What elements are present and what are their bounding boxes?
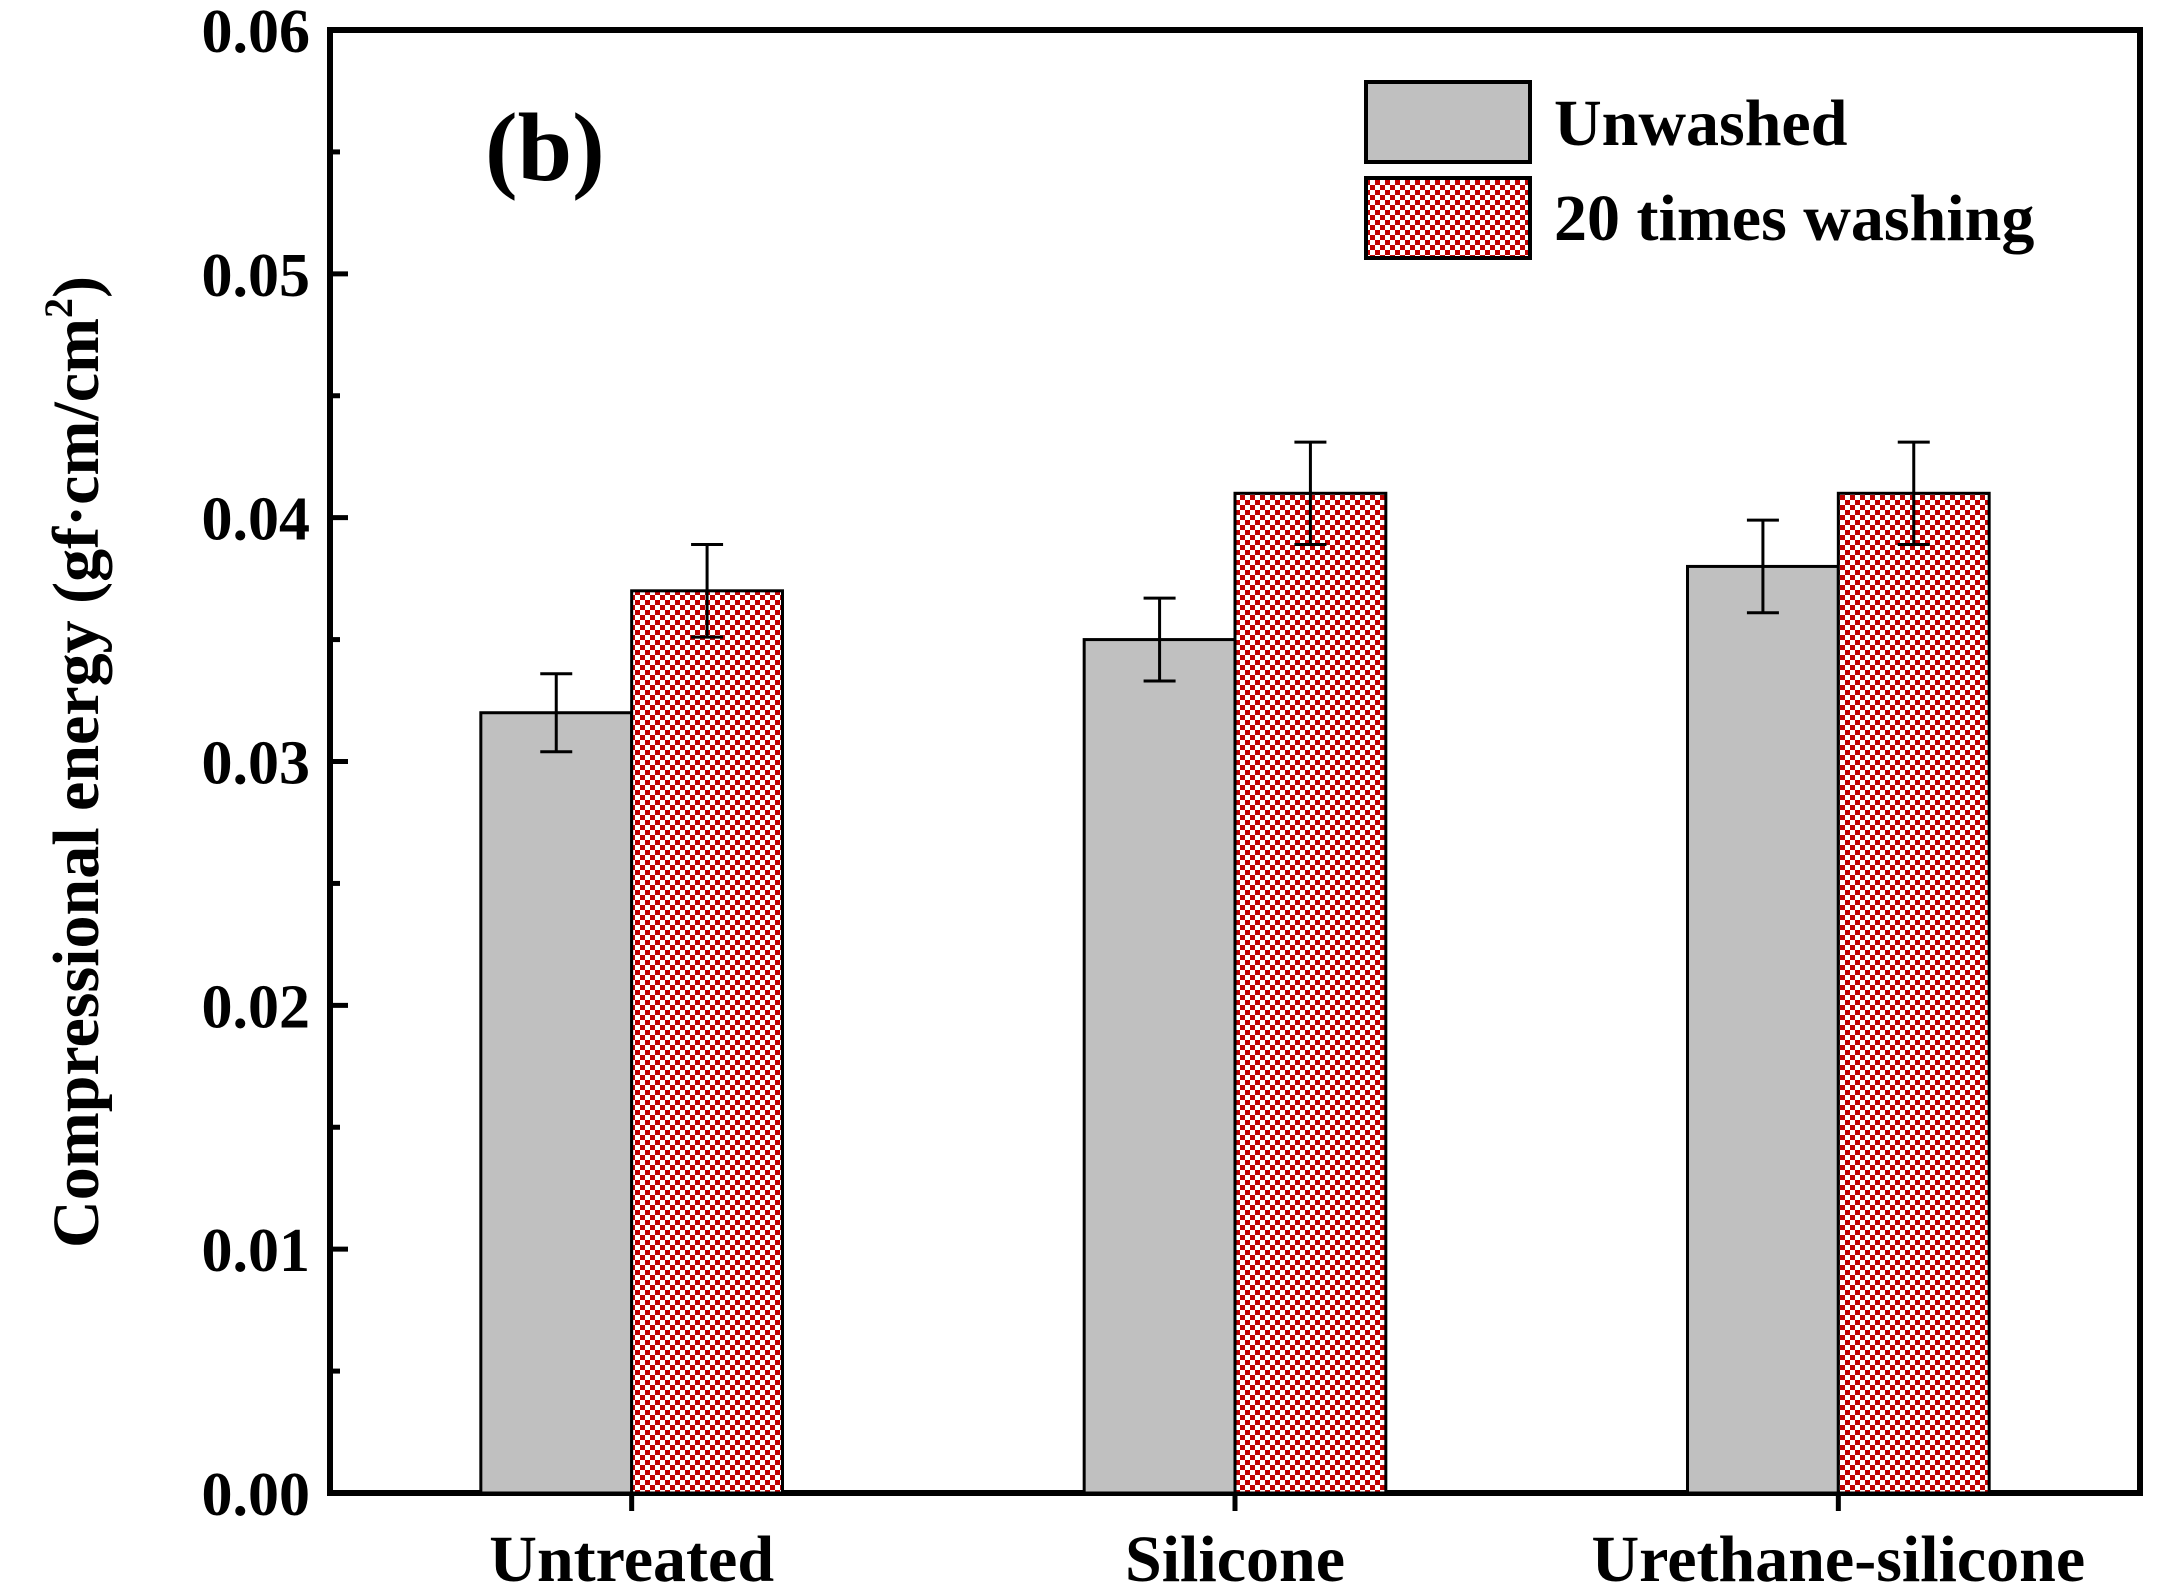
bars bbox=[479, 491, 1991, 1495]
x-tick-label: Silicone bbox=[1125, 1523, 1345, 1595]
panel-label: (b) bbox=[485, 94, 605, 202]
legend-swatch-20-times-washing bbox=[1364, 176, 1532, 260]
bar-unwashed bbox=[1686, 564, 1840, 1495]
bar-20-times-washing bbox=[630, 589, 785, 1495]
y-tick-label: 0.01 bbox=[202, 1217, 311, 1285]
y-tick-label: 0.06 bbox=[202, 0, 311, 66]
y-tick-label: 0.00 bbox=[202, 1461, 311, 1529]
bar-unwashed bbox=[1082, 638, 1237, 1495]
y-tick-label: 0.03 bbox=[202, 730, 311, 798]
bar-unwashed bbox=[479, 711, 634, 1495]
bar-20-times-washing bbox=[1836, 491, 1991, 1495]
y-axis-label-close: ) bbox=[40, 276, 113, 298]
y-axis-label: Compressional energy (gf·cm/cm2) bbox=[36, 276, 113, 1248]
x-axis: Untreated Silicone Urethane-silicone bbox=[489, 1493, 2085, 1595]
legend-label-20-times-washing: 20 times washing bbox=[1554, 182, 2034, 255]
x-tick-label: Urethane-silicone bbox=[1591, 1523, 2085, 1595]
legend: Unwashed 20 times washing bbox=[1364, 80, 2034, 260]
error-bars bbox=[540, 440, 1930, 754]
y-axis-label-superscript: 2 bbox=[36, 298, 81, 318]
x-tick-label: Untreated bbox=[489, 1523, 774, 1595]
y-axis: 0.00 0.01 0.02 0.03 0.04 0.05 0.06 bbox=[202, 0, 348, 1529]
legend-swatch-unwashed bbox=[1364, 80, 1532, 164]
bar-20-times-washing bbox=[1233, 491, 1388, 1495]
y-tick-label: 0.04 bbox=[202, 486, 311, 554]
y-tick-label: 0.05 bbox=[202, 242, 311, 310]
y-tick-label: 0.02 bbox=[202, 973, 311, 1041]
legend-label-unwashed: Unwashed bbox=[1554, 87, 1847, 160]
